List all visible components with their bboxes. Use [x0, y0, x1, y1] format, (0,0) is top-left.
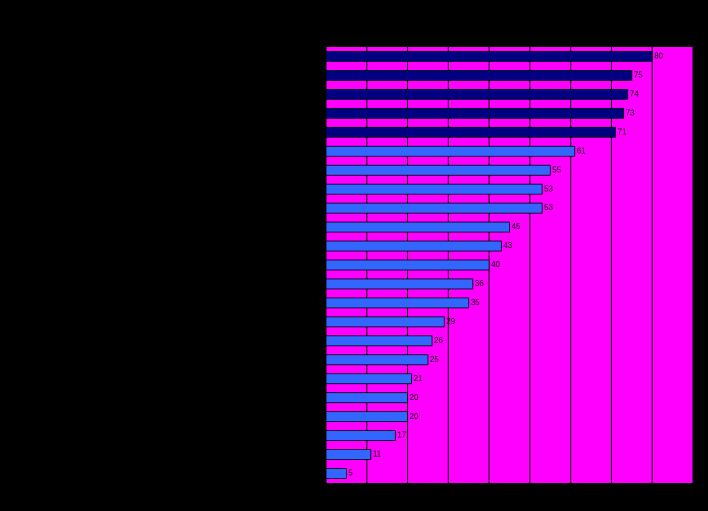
- bar: [325, 297, 470, 309]
- bar: [325, 126, 616, 138]
- data-label: 74: [630, 90, 639, 99]
- bar: [325, 240, 502, 252]
- bar: [325, 468, 347, 479]
- bar: [325, 202, 543, 214]
- data-label: 71: [618, 127, 627, 136]
- bar: [325, 278, 474, 290]
- bar: [325, 392, 408, 404]
- bar: [325, 430, 396, 442]
- bar: [325, 183, 543, 195]
- data-label: 73: [626, 108, 635, 117]
- data-label: 26: [434, 336, 443, 345]
- bar: [325, 145, 576, 157]
- bar: [325, 164, 551, 176]
- data-label: 20: [410, 393, 419, 402]
- data-label: 61: [577, 146, 586, 155]
- data-label: 17: [397, 431, 406, 440]
- data-label: 53: [544, 203, 553, 212]
- bar: [325, 221, 510, 233]
- bar: [325, 51, 653, 62]
- bar: [325, 88, 629, 100]
- data-label: 11: [373, 450, 382, 459]
- data-label: 53: [544, 184, 553, 193]
- bar: [325, 335, 433, 347]
- data-label: 5: [348, 469, 353, 478]
- bar: [325, 316, 445, 328]
- data-label: 80: [654, 52, 663, 61]
- data-label: 40: [491, 260, 500, 269]
- data-label: 55: [552, 165, 561, 174]
- bar: [325, 259, 490, 271]
- data-label: 29: [446, 317, 455, 326]
- bar: [325, 373, 413, 385]
- bar: [325, 411, 408, 423]
- bar: [325, 449, 372, 460]
- data-label: 25: [430, 355, 439, 364]
- data-label: 43: [503, 241, 512, 250]
- data-label: 75: [634, 71, 643, 80]
- data-label: 35: [471, 298, 480, 307]
- data-label: 21: [414, 374, 423, 383]
- bar: [325, 354, 429, 366]
- data-label: 20: [410, 412, 419, 421]
- data-label: 45: [512, 222, 521, 231]
- bar: [325, 107, 625, 119]
- bar: [325, 70, 633, 81]
- data-label: 36: [475, 279, 484, 288]
